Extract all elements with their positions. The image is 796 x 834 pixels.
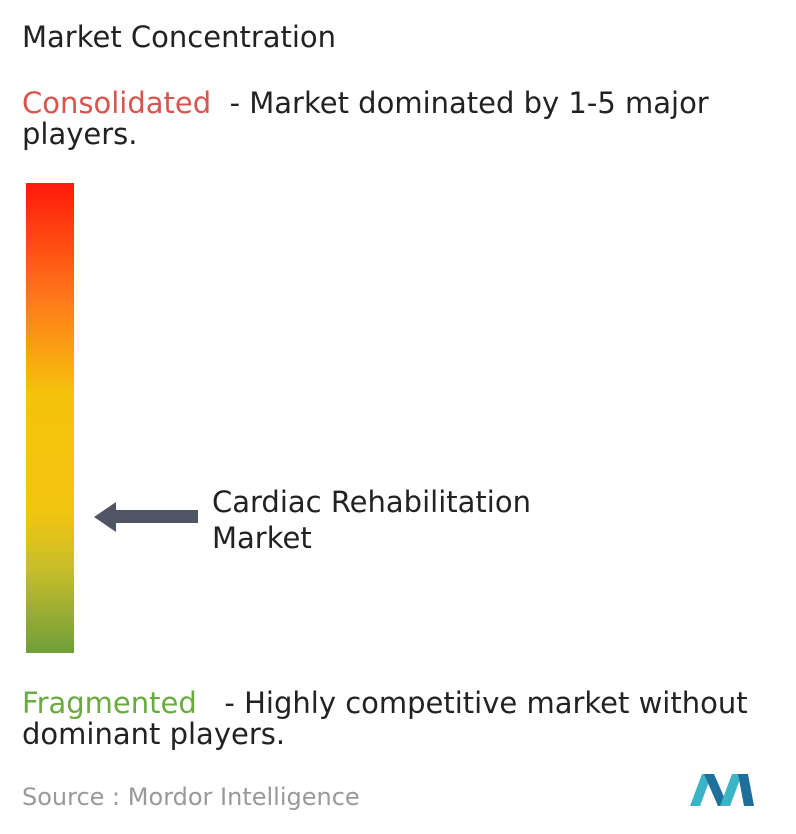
concentration-bar — [26, 183, 74, 653]
fragmented-label: Fragmented — [22, 686, 197, 720]
source: Source : Mordor Intelligence — [22, 782, 360, 813]
consolidated-text: Consolidated - Market dominated by 1-5 m… — [22, 88, 782, 150]
arrow — [94, 502, 198, 532]
title: Market Concentration — [22, 20, 337, 54]
consolidated-description: - Market dominated by 1-5 major players. — [22, 86, 709, 151]
market-label: Cardiac Rehabilitation Market — [212, 485, 531, 555]
fragmented-text: Fragmented - Highly competitive market w… — [22, 688, 792, 750]
source-label: Source : — [22, 783, 121, 811]
source-name: Mordor Intelligence — [127, 783, 360, 811]
consolidated-label: Consolidated — [22, 86, 212, 120]
fragmented-description: - Highly competitive market without domi… — [22, 686, 748, 751]
logo — [690, 774, 754, 806]
